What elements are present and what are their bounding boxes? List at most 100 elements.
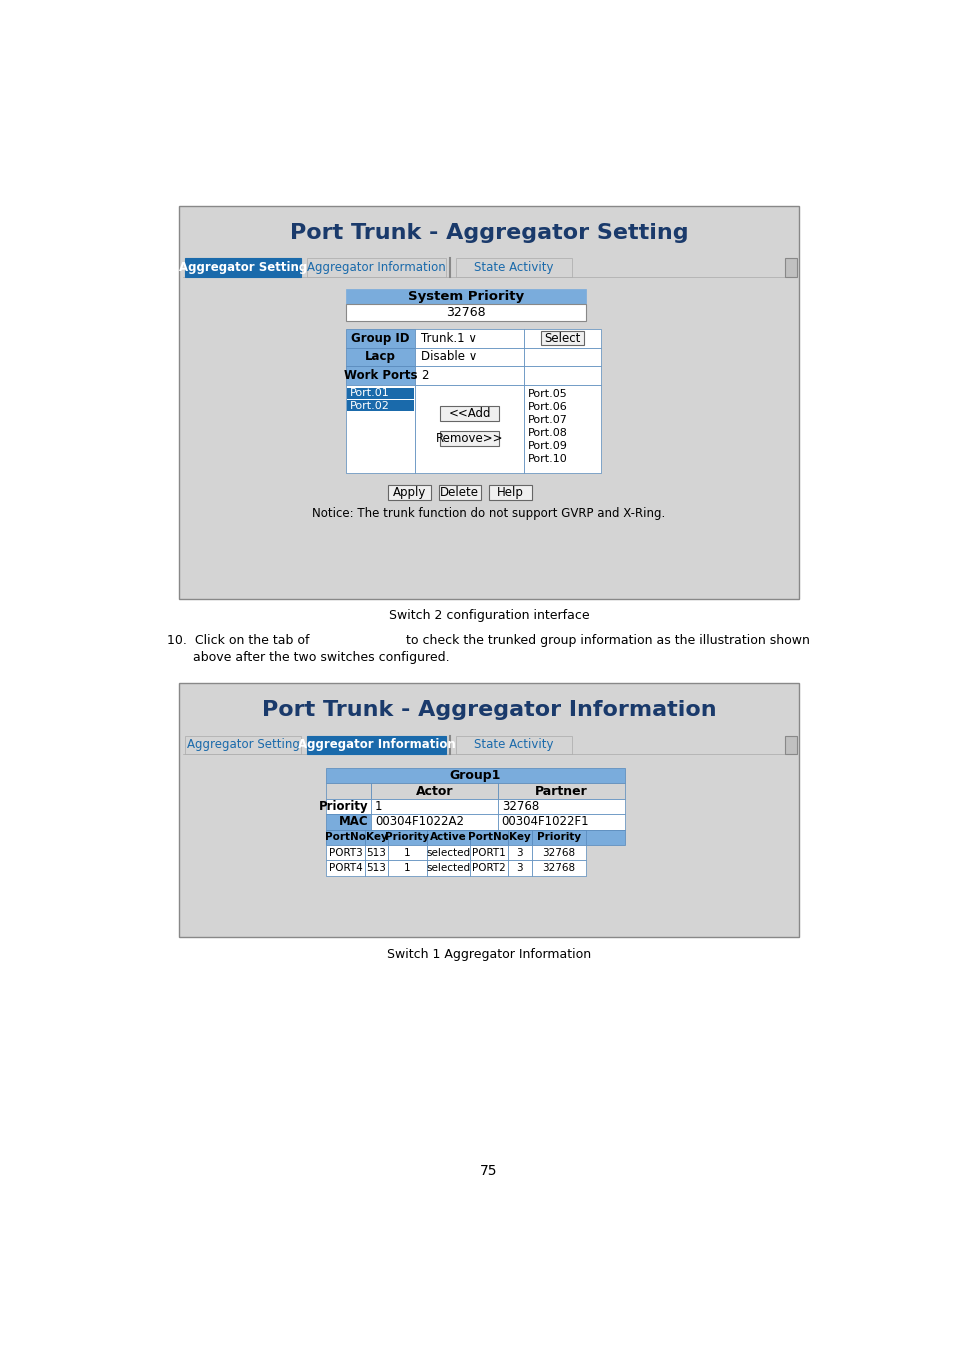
Bar <box>345 329 415 347</box>
Bar <box>531 860 585 876</box>
Text: Disable ∨: Disable ∨ <box>421 350 477 363</box>
Bar <box>326 814 371 830</box>
Text: 513: 513 <box>366 863 386 873</box>
Text: <<Add: <<Add <box>448 408 490 420</box>
Text: Priority: Priority <box>536 833 580 842</box>
Bar <box>345 366 415 385</box>
Bar <box>523 329 600 347</box>
Text: PORT1: PORT1 <box>472 848 505 857</box>
Text: 3: 3 <box>517 863 522 873</box>
Text: PortNo: PortNo <box>468 833 509 842</box>
Text: Key: Key <box>509 833 530 842</box>
Text: 00304F1022F1: 00304F1022F1 <box>501 815 589 829</box>
Bar <box>427 830 469 845</box>
Text: PortNo: PortNo <box>325 833 366 842</box>
Bar <box>456 736 571 755</box>
Bar <box>531 845 585 860</box>
Text: 00304F1022A2: 00304F1022A2 <box>375 815 463 829</box>
Text: 1: 1 <box>404 863 411 873</box>
Text: Port Trunk - Aggregator Setting: Port Trunk - Aggregator Setting <box>290 223 687 243</box>
Bar <box>347 387 414 400</box>
Bar <box>784 258 797 277</box>
Bar <box>488 485 531 500</box>
Text: Partner: Partner <box>535 784 587 798</box>
Text: Aggregator Information: Aggregator Information <box>307 261 445 274</box>
Text: PORT3: PORT3 <box>329 848 362 857</box>
Text: Delete: Delete <box>440 486 478 500</box>
Text: 513: 513 <box>366 848 386 857</box>
Text: State Activity: State Activity <box>474 738 553 752</box>
Bar <box>326 845 365 860</box>
Text: System Priority: System Priority <box>407 290 523 304</box>
Text: Actor: Actor <box>416 784 453 798</box>
Text: 32768: 32768 <box>445 306 485 320</box>
Bar <box>388 485 431 500</box>
Bar <box>540 331 583 346</box>
Bar <box>388 830 427 845</box>
Text: PORT4: PORT4 <box>329 863 362 873</box>
Bar <box>415 385 523 472</box>
Bar <box>326 830 365 845</box>
Bar <box>388 845 427 860</box>
Bar <box>469 860 508 876</box>
Bar <box>371 783 497 799</box>
Bar <box>784 736 797 755</box>
Text: Key: Key <box>365 833 387 842</box>
Bar <box>523 347 600 366</box>
Bar <box>307 258 446 277</box>
Bar <box>508 830 531 845</box>
Text: Port.08: Port.08 <box>527 428 567 437</box>
Bar <box>415 347 523 366</box>
Text: Port.10: Port.10 <box>527 454 567 464</box>
Text: Remove>>: Remove>> <box>436 432 503 446</box>
Bar <box>497 783 624 799</box>
Text: 32768: 32768 <box>541 863 575 873</box>
Text: Active: Active <box>430 833 466 842</box>
Bar <box>508 860 531 876</box>
Text: Aggregator Setting: Aggregator Setting <box>187 738 299 752</box>
Text: Port.09: Port.09 <box>527 441 567 451</box>
Text: 2: 2 <box>421 369 429 382</box>
Text: 75: 75 <box>479 1164 497 1177</box>
Text: MAC: MAC <box>339 815 369 829</box>
Bar <box>438 485 480 500</box>
Text: Priority: Priority <box>385 833 429 842</box>
Bar <box>415 329 523 347</box>
Bar <box>531 830 585 845</box>
Bar <box>365 845 388 860</box>
Text: Aggregator Setting: Aggregator Setting <box>179 261 307 274</box>
Text: to check the trunked group information as the illustration shown: to check the trunked group information a… <box>406 634 809 648</box>
Text: Lacp: Lacp <box>365 350 395 363</box>
Bar <box>326 783 371 799</box>
Bar <box>523 385 600 472</box>
Text: Port.07: Port.07 <box>527 414 567 425</box>
Bar <box>345 347 415 366</box>
Bar <box>469 845 508 860</box>
Bar <box>371 814 497 830</box>
Text: 1: 1 <box>375 801 382 813</box>
Bar <box>371 799 497 814</box>
Bar <box>326 860 365 876</box>
Text: Trunk.1 ∨: Trunk.1 ∨ <box>421 332 477 344</box>
Text: Switch 1 Aggregator Information: Switch 1 Aggregator Information <box>387 948 590 961</box>
Text: Port Trunk - Aggregator Information: Port Trunk - Aggregator Information <box>261 701 716 721</box>
Bar <box>345 289 585 305</box>
Bar <box>469 830 508 845</box>
Bar <box>185 258 301 277</box>
Bar <box>326 799 371 814</box>
Text: Notice: The trunk function do not support GVRP and X-Ring.: Notice: The trunk function do not suppor… <box>312 508 665 520</box>
Text: 1: 1 <box>404 848 411 857</box>
Bar <box>415 366 523 385</box>
Bar <box>326 768 624 783</box>
Bar <box>497 814 624 830</box>
Bar <box>456 258 571 277</box>
Bar <box>185 736 301 755</box>
Text: selected: selected <box>426 863 470 873</box>
Bar <box>440 431 498 446</box>
Bar <box>427 860 469 876</box>
Bar <box>347 400 414 412</box>
Bar <box>523 366 600 385</box>
Text: Help: Help <box>497 486 523 500</box>
Bar <box>497 799 624 814</box>
Text: Apply: Apply <box>393 486 426 500</box>
